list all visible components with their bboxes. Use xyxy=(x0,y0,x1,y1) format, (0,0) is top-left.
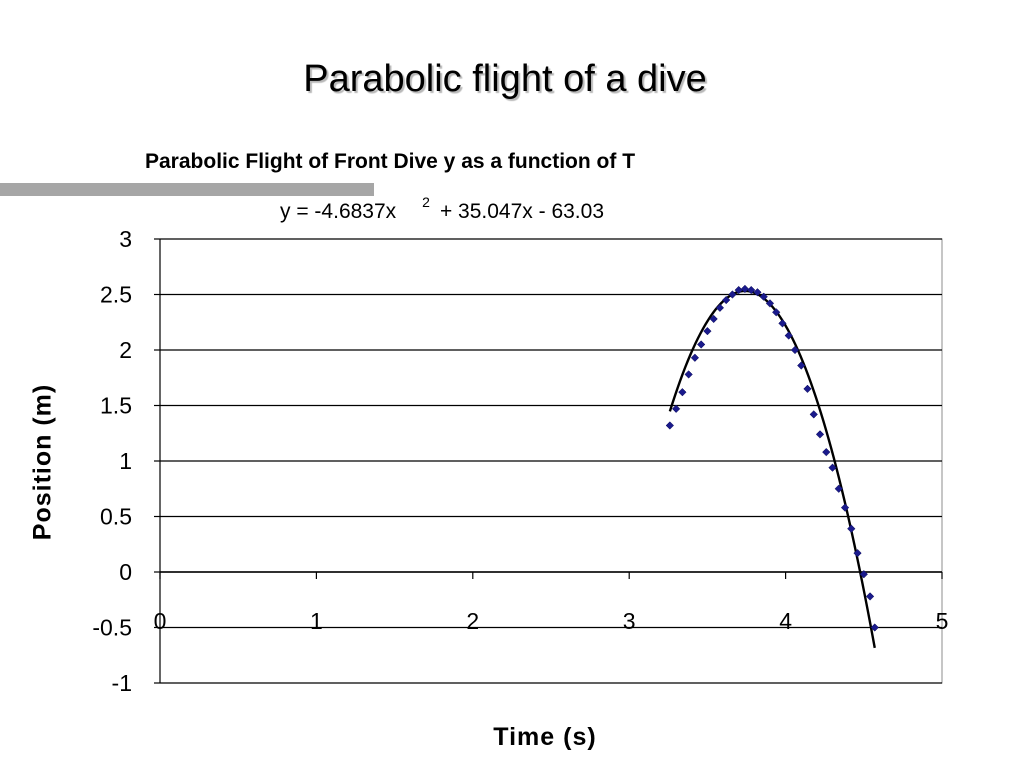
y-tick-label: 1 xyxy=(119,448,132,474)
data-point xyxy=(772,308,781,317)
trendline-equation: y = -4.6837x 2 + 35.047x - 63.03 xyxy=(280,194,604,224)
data-point xyxy=(853,548,862,558)
data-point xyxy=(684,370,693,379)
data-point xyxy=(840,503,850,512)
data-point xyxy=(822,447,831,457)
data-point xyxy=(834,484,843,493)
data-point xyxy=(803,384,812,394)
data-point xyxy=(753,288,762,297)
x-tick-label: 5 xyxy=(936,608,949,634)
y-tick-label: -0.5 xyxy=(92,615,132,641)
y-tick-label: 2 xyxy=(119,337,132,363)
x-tick-label: 3 xyxy=(623,608,636,634)
y-tick-label: 2.5 xyxy=(100,282,132,308)
data-point xyxy=(678,388,687,397)
data-point xyxy=(797,361,806,370)
data-point xyxy=(790,345,800,355)
x-tick-label: 2 xyxy=(466,608,479,634)
y-tick-label: 3 xyxy=(119,226,132,252)
data-point xyxy=(870,623,879,632)
data-point xyxy=(815,430,825,439)
data-point xyxy=(847,524,856,533)
y-axis-label: Position (m) xyxy=(28,383,57,541)
equation-exponent: 2 xyxy=(422,194,430,210)
data-point xyxy=(778,319,787,328)
data-point xyxy=(747,285,756,295)
data-point xyxy=(703,326,712,336)
y-tick-label: -1 xyxy=(112,670,132,696)
x-tick-label: 1 xyxy=(310,608,323,634)
data-point xyxy=(715,303,725,312)
y-tick-label: 0 xyxy=(119,559,132,585)
data-point xyxy=(671,404,681,413)
y-tick-label: 0.5 xyxy=(100,504,132,530)
data-point xyxy=(865,592,875,601)
data-point xyxy=(784,331,793,340)
trendline xyxy=(668,289,876,649)
data-point xyxy=(728,290,737,299)
x-axis-label: Time (s) xyxy=(493,723,597,751)
data-point xyxy=(828,463,837,472)
equation-rest: + 35.047x - 63.03 xyxy=(439,200,604,223)
data-point xyxy=(709,314,718,324)
slide-title: Parabolic flight of a dive xyxy=(303,58,707,100)
accent-bar xyxy=(0,183,374,196)
data-point xyxy=(696,340,706,349)
data-point xyxy=(690,353,700,362)
data-point xyxy=(740,284,750,294)
data-point xyxy=(809,410,818,419)
equation-main: y = -4.6837x xyxy=(280,200,397,223)
data-point xyxy=(665,421,675,430)
x-tick-label: 0 xyxy=(154,608,167,634)
data-point xyxy=(759,292,768,301)
x-tick-label: 4 xyxy=(779,608,792,634)
data-point xyxy=(859,570,868,579)
data-point xyxy=(765,299,775,308)
y-tick-label: 1.5 xyxy=(100,393,132,419)
chart-title: Parabolic Flight of Front Dive y as a fu… xyxy=(145,150,636,173)
data-point xyxy=(722,295,731,305)
